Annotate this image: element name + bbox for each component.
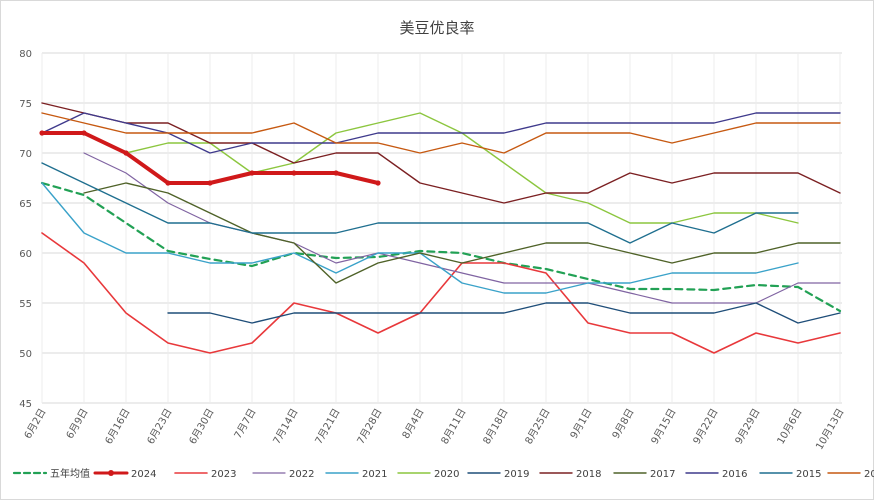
series-line-2018: [41, 102, 841, 204]
legend-item-2018: 2018: [539, 469, 601, 480]
series-layer: [39, 102, 842, 354]
legend-item-2019: 2019: [467, 469, 529, 480]
y-tick-label: 60: [19, 249, 32, 260]
legend-item-2017: 2017: [613, 469, 675, 480]
series-line-五年均值: [40, 181, 842, 313]
legend-label: 2018: [576, 469, 601, 480]
point-2024-6: [291, 170, 297, 176]
point-2024-8: [375, 180, 381, 186]
y-tick-label: 50: [19, 349, 32, 360]
legend-item-2014: 2014: [827, 469, 874, 480]
legend-label: 2024: [131, 469, 156, 480]
legend-item-2016: 2016: [685, 469, 747, 480]
series-line-2023: [41, 232, 841, 354]
series-line-2017: [83, 182, 841, 284]
y-tick-label: 45: [19, 399, 32, 410]
point-2024-0: [39, 130, 45, 136]
legend-item-2023: 2023: [174, 469, 236, 480]
point-2024-7: [333, 170, 339, 176]
legend-label: 2022: [289, 469, 314, 480]
legend-item-2015: 2015: [759, 469, 821, 480]
legend-item-2021: 2021: [325, 469, 387, 480]
legend: 五年均值 2024 2023 2022 2021 2020 2019 2018 2017 2016…: [12, 467, 874, 480]
chart-title: 美豆优良率: [399, 19, 474, 37]
y-tick-label: 75: [19, 99, 32, 110]
point-2024-4: [207, 180, 213, 186]
point-2024-3: [165, 180, 171, 186]
legend-label: 2016: [722, 469, 747, 480]
legend-label: 2019: [504, 469, 529, 480]
legend-item-2022: 2022: [252, 469, 314, 480]
legend-label: 2023: [211, 469, 236, 480]
series-line-2015: [41, 162, 799, 244]
legend-label: 2015: [796, 469, 821, 480]
grid-layer: [41, 52, 842, 404]
legend-label: 2021: [362, 469, 387, 480]
y-tick-label: 80: [19, 49, 32, 60]
y-tick-label: 55: [19, 299, 32, 310]
legend-marker: [108, 470, 114, 476]
legend-label: 五年均值: [50, 467, 90, 480]
series-line-2019: [167, 302, 841, 324]
point-2024-1: [81, 130, 87, 136]
legend-item-2020: 2020: [397, 469, 459, 480]
y-tick-label: 70: [19, 149, 32, 160]
series-line-2014: [41, 112, 841, 154]
y-tick-label: 65: [19, 199, 32, 210]
legend-label: 2014: [864, 469, 874, 480]
legend-label: 2020: [434, 469, 459, 480]
point-2024-2: [123, 150, 129, 156]
point-2024-5: [249, 170, 255, 176]
legend-label: 2017: [650, 469, 675, 480]
legend-item-五年均值: 五年均值: [12, 467, 90, 480]
legend-item-2024: 2024: [93, 469, 156, 480]
series-line-2016: [41, 112, 841, 154]
